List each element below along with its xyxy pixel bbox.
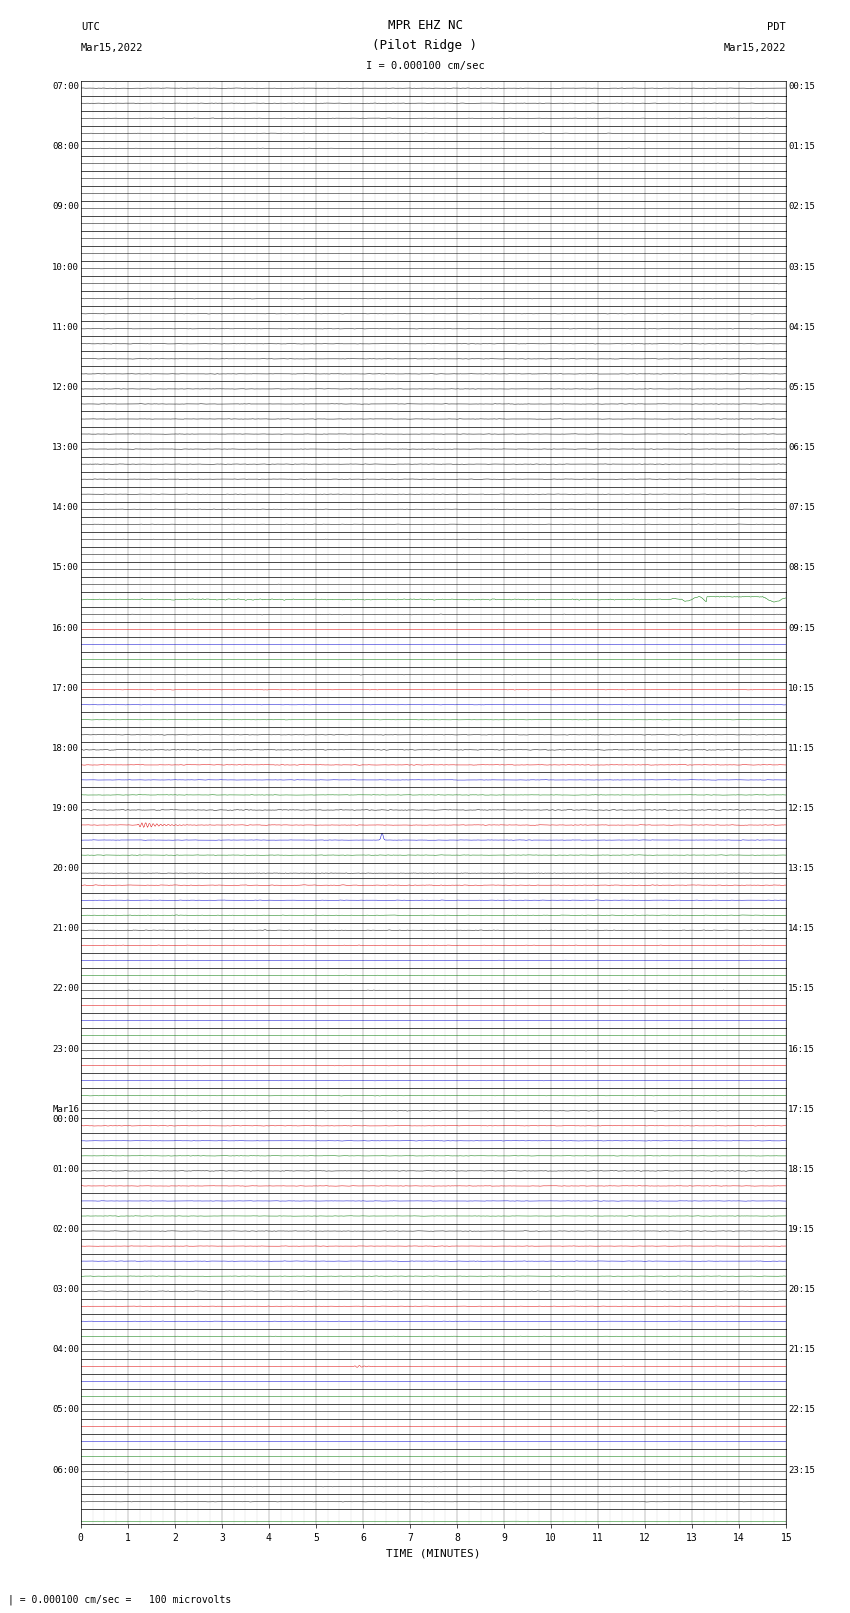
Text: MPR EHZ NC: MPR EHZ NC — [388, 19, 462, 32]
Text: 22:00: 22:00 — [52, 984, 79, 994]
Text: 14:00: 14:00 — [52, 503, 79, 513]
Text: 08:15: 08:15 — [788, 563, 815, 573]
Text: 07:15: 07:15 — [788, 503, 815, 513]
Text: 05:00: 05:00 — [52, 1405, 79, 1415]
Text: 07:00: 07:00 — [52, 82, 79, 92]
Text: 16:15: 16:15 — [788, 1045, 815, 1053]
Text: PDT: PDT — [768, 23, 786, 32]
Text: 06:15: 06:15 — [788, 444, 815, 452]
Text: 12:00: 12:00 — [52, 382, 79, 392]
Text: 20:15: 20:15 — [788, 1286, 815, 1294]
X-axis label: TIME (MINUTES): TIME (MINUTES) — [386, 1548, 481, 1558]
Text: 22:15: 22:15 — [788, 1405, 815, 1415]
Text: Mar15,2022: Mar15,2022 — [81, 44, 144, 53]
Text: 15:00: 15:00 — [52, 563, 79, 573]
Text: 23:00: 23:00 — [52, 1045, 79, 1053]
Text: 09:15: 09:15 — [788, 624, 815, 632]
Text: 12:15: 12:15 — [788, 803, 815, 813]
Text: 15:15: 15:15 — [788, 984, 815, 994]
Text: 03:00: 03:00 — [52, 1286, 79, 1294]
Text: 21:15: 21:15 — [788, 1345, 815, 1355]
Text: 10:15: 10:15 — [788, 684, 815, 692]
Text: 21:00: 21:00 — [52, 924, 79, 934]
Text: 17:00: 17:00 — [52, 684, 79, 692]
Text: | = 0.000100 cm/sec =   100 microvolts: | = 0.000100 cm/sec = 100 microvolts — [8, 1594, 232, 1605]
Text: 10:00: 10:00 — [52, 263, 79, 271]
Text: 04:00: 04:00 — [52, 1345, 79, 1355]
Text: 08:00: 08:00 — [52, 142, 79, 152]
Text: 19:00: 19:00 — [52, 803, 79, 813]
Text: 09:00: 09:00 — [52, 203, 79, 211]
Text: 16:00: 16:00 — [52, 624, 79, 632]
Text: 13:00: 13:00 — [52, 444, 79, 452]
Text: Mar15,2022: Mar15,2022 — [723, 44, 786, 53]
Text: 20:00: 20:00 — [52, 865, 79, 873]
Text: 14:15: 14:15 — [788, 924, 815, 934]
Text: 18:00: 18:00 — [52, 744, 79, 753]
Text: 01:15: 01:15 — [788, 142, 815, 152]
Text: 04:15: 04:15 — [788, 323, 815, 332]
Text: UTC: UTC — [81, 23, 99, 32]
Text: 00:15: 00:15 — [788, 82, 815, 92]
Text: 18:15: 18:15 — [788, 1165, 815, 1174]
Text: 23:15: 23:15 — [788, 1466, 815, 1474]
Text: 13:15: 13:15 — [788, 865, 815, 873]
Text: 19:15: 19:15 — [788, 1224, 815, 1234]
Text: 11:15: 11:15 — [788, 744, 815, 753]
Text: 05:15: 05:15 — [788, 382, 815, 392]
Text: (Pilot Ridge ): (Pilot Ridge ) — [372, 39, 478, 52]
Text: I = 0.000100 cm/sec: I = 0.000100 cm/sec — [366, 61, 484, 71]
Text: Mar16
00:00: Mar16 00:00 — [52, 1105, 79, 1124]
Text: 02:00: 02:00 — [52, 1224, 79, 1234]
Text: 17:15: 17:15 — [788, 1105, 815, 1113]
Text: 06:00: 06:00 — [52, 1466, 79, 1474]
Text: 11:00: 11:00 — [52, 323, 79, 332]
Text: 03:15: 03:15 — [788, 263, 815, 271]
Text: 01:00: 01:00 — [52, 1165, 79, 1174]
Text: 02:15: 02:15 — [788, 203, 815, 211]
